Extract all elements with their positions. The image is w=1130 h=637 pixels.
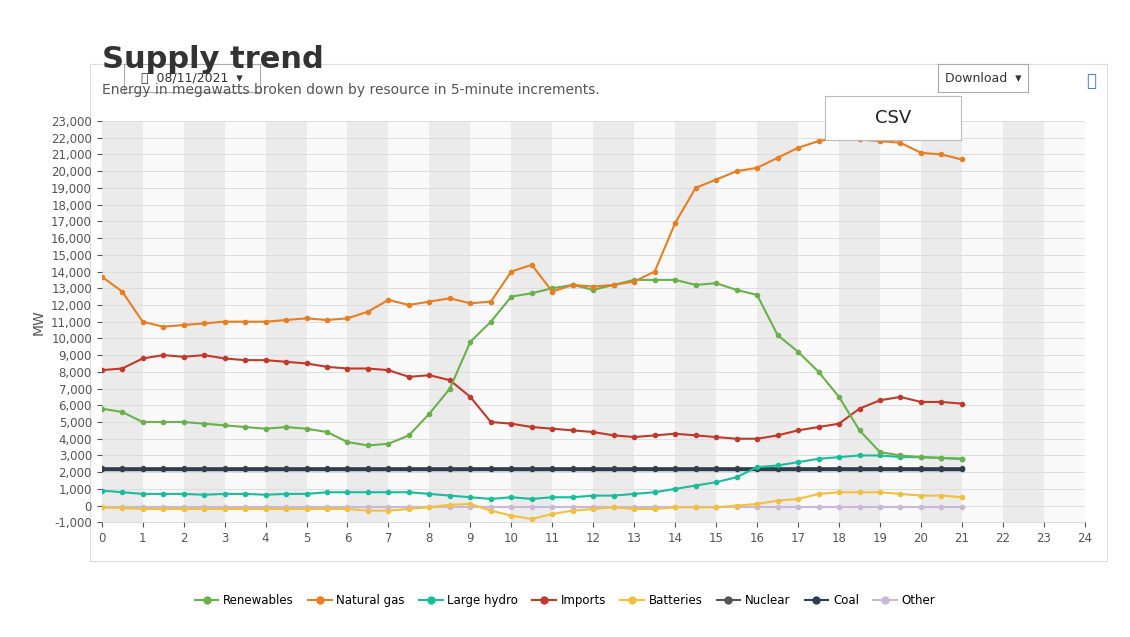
Bar xyxy=(921,121,962,522)
Bar xyxy=(225,121,266,522)
Text: Energy in megawatts broken down by resource in 5-minute increments.: Energy in megawatts broken down by resou… xyxy=(102,83,599,97)
Bar xyxy=(798,121,838,522)
Bar xyxy=(347,121,389,522)
Text: Download  ▾: Download ▾ xyxy=(945,71,1022,85)
Bar xyxy=(142,121,183,522)
Legend: Renewables, Natural gas, Large hydro, Imports, Batteries, Nuclear, Coal, Other: Renewables, Natural gas, Large hydro, Im… xyxy=(190,589,940,612)
Bar xyxy=(429,121,470,522)
Bar xyxy=(962,121,1002,522)
Text: 📅  08/11/2021  ▾: 📅 08/11/2021 ▾ xyxy=(141,71,243,85)
Bar xyxy=(553,121,593,522)
Text: Supply trend: Supply trend xyxy=(102,45,323,74)
Bar xyxy=(634,121,675,522)
Bar xyxy=(716,121,757,522)
Text: ⓘ: ⓘ xyxy=(1087,72,1096,90)
Bar xyxy=(511,121,553,522)
Bar xyxy=(389,121,429,522)
Bar xyxy=(1044,121,1085,522)
Bar xyxy=(306,121,347,522)
Bar xyxy=(880,121,921,522)
Bar xyxy=(102,121,142,522)
Bar xyxy=(470,121,511,522)
Text: CSV: CSV xyxy=(875,109,911,127)
Bar xyxy=(757,121,798,522)
Bar xyxy=(1002,121,1044,522)
Bar xyxy=(183,121,225,522)
Y-axis label: MW: MW xyxy=(32,309,45,334)
Bar xyxy=(266,121,306,522)
Bar xyxy=(675,121,716,522)
Bar xyxy=(838,121,880,522)
Bar xyxy=(593,121,634,522)
